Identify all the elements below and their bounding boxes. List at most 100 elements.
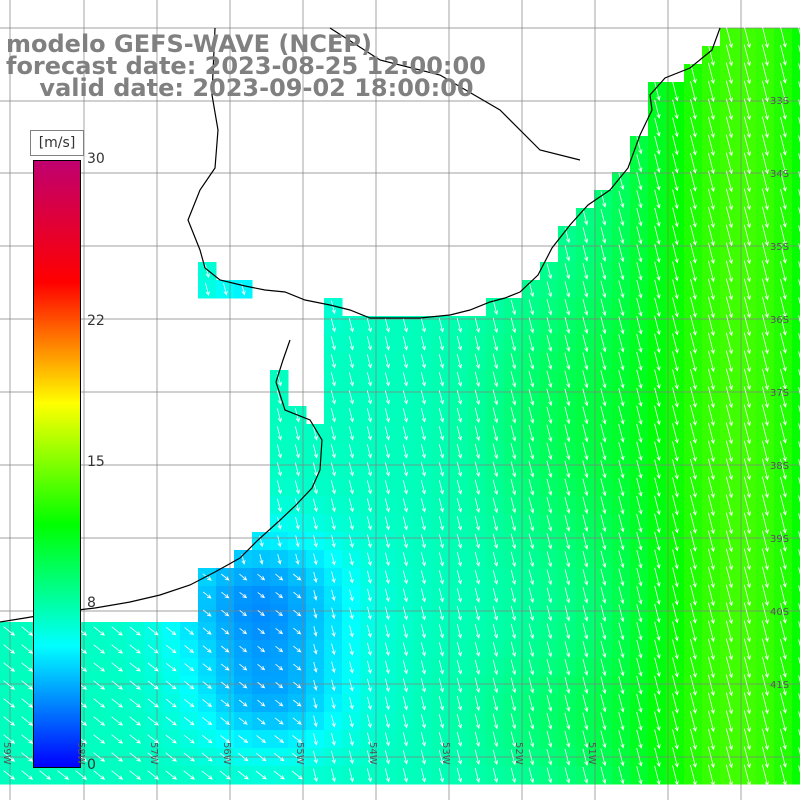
wind-speed-cell	[792, 82, 800, 101]
wind-arrow	[402, 642, 408, 657]
wind-arrow	[743, 242, 751, 265]
wind-arrow	[725, 728, 733, 751]
wind-arrow	[743, 404, 751, 427]
wind-speed-cell	[792, 496, 800, 515]
wind-arrow	[780, 602, 787, 624]
wind-arrow	[708, 116, 715, 139]
wind-arrow	[256, 717, 266, 725]
wind-arrow	[725, 314, 733, 337]
wind-arrow	[690, 512, 697, 534]
wind-arrow	[672, 621, 679, 642]
wind-arrow	[366, 768, 372, 783]
wind-arrow	[313, 733, 318, 746]
wind-arrow	[762, 548, 769, 571]
wind-speed-cell	[792, 766, 800, 785]
latitude-label: 38S	[770, 461, 790, 472]
wind-arrow	[402, 660, 408, 675]
wind-arrow	[564, 245, 571, 262]
wind-arrow	[725, 386, 733, 409]
wind-arrow	[257, 663, 266, 671]
wind-arrow	[474, 317, 480, 333]
wind-arrow	[238, 717, 248, 725]
wind-arrow	[708, 296, 715, 319]
wind-arrow	[600, 298, 607, 317]
wind-arrow	[420, 534, 426, 549]
wind-arrow	[600, 280, 607, 299]
wind-arrow	[330, 354, 336, 369]
wind-arrow	[725, 278, 733, 301]
wind-arrow	[798, 99, 800, 107]
wind-arrow	[220, 734, 231, 744]
wind-arrow	[798, 297, 800, 305]
wind-arrow	[255, 752, 267, 762]
wind-arrow	[600, 496, 607, 515]
wind-arrow	[600, 352, 607, 371]
wind-arrow	[636, 405, 643, 425]
wind-arrow	[221, 591, 230, 599]
wind-arrow	[690, 332, 697, 354]
wind-arrow	[420, 372, 426, 387]
wind-arrow	[474, 515, 480, 531]
wind-arrow	[129, 626, 141, 636]
wind-arrow	[474, 677, 480, 693]
wind-arrow	[798, 351, 800, 359]
wind-arrow	[456, 533, 462, 549]
wind-arrow	[366, 750, 372, 765]
wind-arrow	[367, 624, 372, 639]
wind-arrow	[636, 711, 643, 731]
wind-arrow	[273, 770, 285, 780]
wind-arrow	[762, 764, 769, 787]
wind-arrow	[292, 699, 302, 707]
wind-arrow	[564, 388, 571, 407]
wind-arrow	[402, 768, 408, 783]
wind-arrow	[654, 657, 661, 678]
wind-arrow	[564, 623, 571, 640]
wind-arrow	[492, 353, 499, 370]
wind-arrow	[708, 494, 715, 517]
wind-arrow	[205, 264, 210, 279]
wind-arrow	[165, 716, 177, 726]
wind-arrow	[672, 99, 679, 120]
wind-arrow	[743, 26, 751, 49]
wind-arrow	[564, 316, 571, 334]
wind-speed-cell	[792, 244, 800, 263]
wind-arrow	[384, 498, 390, 513]
latitude-label: 37S	[770, 388, 790, 399]
wind-arrow	[313, 553, 318, 566]
wind-arrow	[492, 425, 499, 442]
wind-arrow	[708, 728, 715, 751]
wind-arrow	[438, 498, 444, 513]
wind-arrow	[582, 767, 589, 784]
wind-arrow	[366, 462, 372, 477]
wind-arrow	[564, 676, 571, 694]
wind-arrow	[564, 281, 571, 298]
wind-arrow	[402, 318, 408, 333]
wind-arrow	[510, 713, 517, 730]
wind-arrow	[456, 389, 462, 405]
colorbar	[33, 160, 81, 768]
wind-speed-cell	[792, 226, 800, 245]
wind-arrow	[510, 767, 516, 784]
wind-speed-cell	[792, 424, 800, 443]
wind-arrow	[510, 605, 516, 621]
wind-arrow	[438, 624, 444, 639]
wind-speed-cell	[792, 460, 800, 479]
wind-arrow	[654, 675, 661, 696]
wind-arrow	[257, 645, 266, 653]
wind-arrow	[780, 764, 787, 786]
wind-arrow	[510, 425, 517, 442]
wind-arrow	[618, 550, 625, 569]
wind-arrow	[672, 351, 679, 372]
wind-arrow	[420, 426, 426, 441]
wind-arrow	[654, 279, 661, 300]
wind-arrow	[636, 747, 643, 767]
valid-date: valid date: 2023-09-02 18:00:00	[6, 74, 474, 102]
wind-arrow	[165, 662, 177, 672]
wind-arrow	[331, 697, 336, 710]
wind-arrow	[528, 659, 535, 676]
wind-arrow	[708, 620, 715, 643]
wind-arrow	[275, 627, 284, 635]
wind-arrow	[456, 461, 462, 477]
wind-arrow	[492, 479, 499, 496]
wind-arrow	[564, 299, 571, 316]
